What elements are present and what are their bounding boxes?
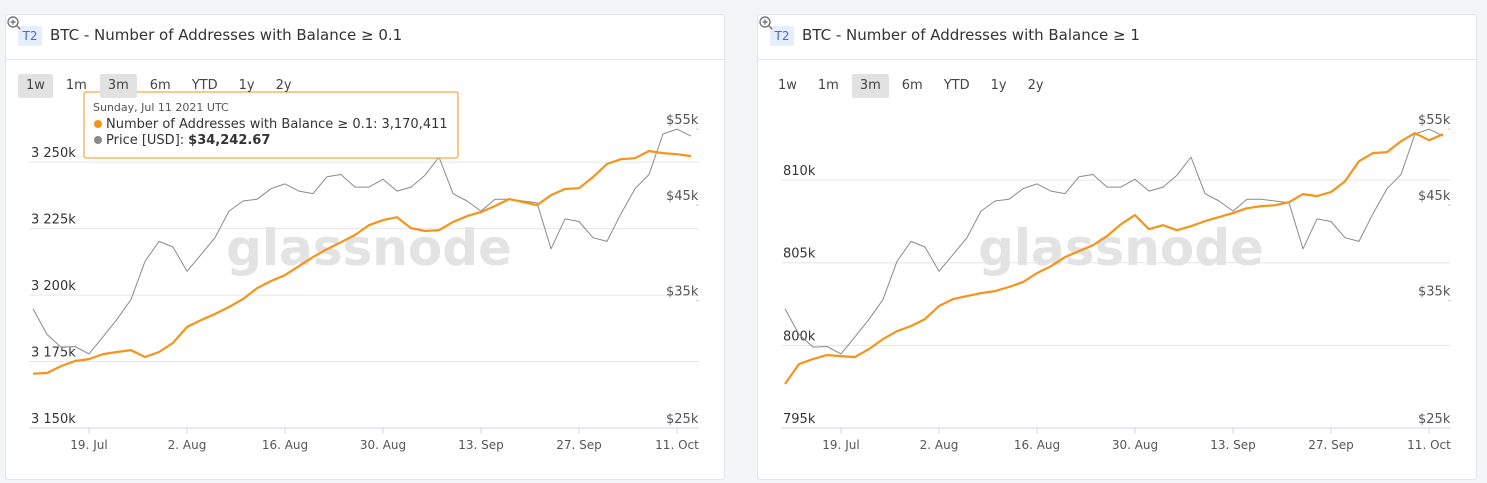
tooltip-dot <box>94 136 102 144</box>
range-button[interactable]: YTD <box>943 78 970 93</box>
x-tick-label: 11. Oct <box>655 438 699 452</box>
y2-tick-label: $45k <box>666 189 699 204</box>
range-button[interactable]: 1m <box>817 78 839 93</box>
x-tick-label: 27. Sep <box>556 438 602 452</box>
range-button[interactable]: 1y <box>990 78 1007 93</box>
series-line <box>784 132 1444 385</box>
tooltip-label: Price [USD]: <box>106 133 184 148</box>
y2-tick-label: $35k <box>1418 284 1451 299</box>
zoom-icon[interactable] <box>758 15 774 31</box>
y2-tick-label: $25k <box>1418 412 1451 427</box>
range-button[interactable]: 1m <box>65 78 87 93</box>
series-line <box>784 128 1444 355</box>
tooltip-label: Number of Addresses with Balance ≥ 0.1: <box>106 117 377 132</box>
range-button[interactable]: 2y <box>1027 78 1044 93</box>
chart-title: BTC - Number of Addresses with Balance ≥… <box>50 26 403 44</box>
zoom-plus <box>10 19 21 30</box>
y-tick-label: 795k <box>783 412 816 427</box>
x-tick-label: 16. Aug <box>1014 438 1060 452</box>
series-line <box>32 149 692 375</box>
zoom-circle <box>7 16 19 28</box>
range-button[interactable]: 6m <box>149 78 171 93</box>
range-buttons: 1w 1m 3m 6m YTD 1y 2y <box>18 74 300 98</box>
tooltip-box <box>83 91 459 159</box>
x-tick-label: 16. Aug <box>262 438 308 452</box>
tooltip-dot <box>94 120 102 128</box>
x-tick-label: 2. Aug <box>168 438 207 452</box>
tooltip-value: 3,170,411 <box>381 117 447 132</box>
range-button[interactable]: 1y <box>238 78 255 93</box>
y-tick-label: 800k <box>783 329 816 344</box>
x-tick-label: 11. Oct <box>1407 438 1451 452</box>
chart-title: BTC - Number of Addresses with Balance ≥… <box>802 26 1140 44</box>
x-tick-label: 13. Sep <box>458 438 504 452</box>
y-tick-label: 3 225k <box>31 213 76 228</box>
chart-panel: 3 150k 3 175k 3 200k 3 225k 3 250k $25k $35k $4… <box>5 14 725 480</box>
y-tick-label: 805k <box>783 247 816 262</box>
badge: T2 <box>18 26 42 46</box>
range-buttons: 1w 1m 3m 6m YTD 1y 2y <box>770 74 1052 98</box>
y-tick-label: 3 200k <box>31 279 76 294</box>
range-button[interactable]: YTD <box>191 78 218 93</box>
series-line <box>32 128 692 355</box>
y-tick-label: 3 150k <box>31 412 76 427</box>
y2-tick-label: $55k <box>666 113 699 128</box>
zoom-circle <box>759 16 771 28</box>
range-button[interactable]: 3m <box>851 74 889 98</box>
y-tick-label: 810k <box>783 164 816 179</box>
tooltip-item: Price [USD]: $34,242.67 <box>106 133 270 148</box>
x-tick-label: 27. Sep <box>1308 438 1354 452</box>
chart: 795k 800k 805k 810k $25k $35k $45k $55k 19. Jul 2… <box>781 113 1451 452</box>
y-tick-label: 3 250k <box>31 146 76 161</box>
y2-tick-label: $35k <box>666 284 699 299</box>
chart-panel: 795k 800k 805k 810k $25k $35k $45k $55k 19. Jul 2… <box>757 14 1477 480</box>
range-button[interactable]: 2y <box>275 78 292 93</box>
range-button[interactable]: 6m <box>901 78 923 93</box>
y2-tick-label: $55k <box>1418 113 1451 128</box>
tooltip-title: Sunday, Jul 11 2021 UTC <box>93 101 229 114</box>
x-tick-label: 13. Sep <box>1210 438 1256 452</box>
zoom-icon[interactable] <box>6 15 22 31</box>
panel-header: T2 BTC - Number of Addresses with Balance… <box>758 15 1476 60</box>
x-tick-label: 2. Aug <box>920 438 959 452</box>
x-tick-label: 19. Jul <box>822 438 859 452</box>
tooltip-item: Number of Addresses with Balance ≥ 0.1: 3… <box>106 117 448 132</box>
zoom-plus <box>762 19 773 30</box>
range-button[interactable]: 1w <box>778 78 797 93</box>
y2-tick-label: $45k <box>1418 189 1451 204</box>
x-tick-label: 19. Jul <box>70 438 107 452</box>
y-tick-label: 3 175k <box>31 346 76 361</box>
range-button[interactable]: 3m <box>99 74 137 98</box>
badge: T2 <box>770 26 794 46</box>
panel-header: T2 BTC - Number of Addresses with Balance… <box>6 15 724 60</box>
range-button[interactable]: 1w <box>18 74 53 98</box>
x-tick-label: 30. Aug <box>360 438 406 452</box>
tooltip-value: $34,242.67 <box>188 133 270 148</box>
watermark: glassnode <box>978 219 1264 277</box>
watermark: glassnode <box>226 219 512 277</box>
y2-tick-label: $25k <box>666 412 699 427</box>
x-tick-label: 30. Aug <box>1112 438 1158 452</box>
chart: 3 150k 3 175k 3 200k 3 225k 3 250k $25k $35k $4… <box>29 91 699 452</box>
